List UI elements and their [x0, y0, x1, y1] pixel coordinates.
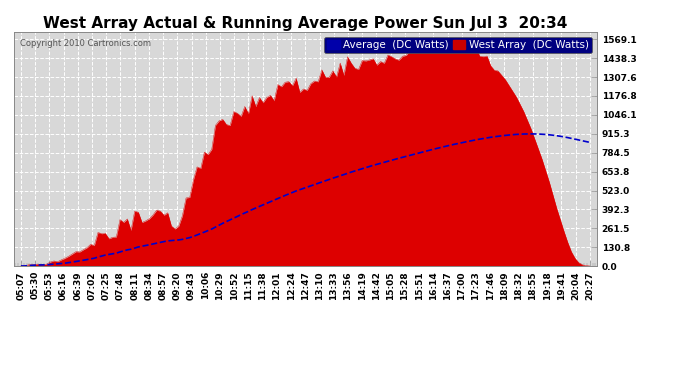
Text: Copyright 2010 Cartronics.com: Copyright 2010 Cartronics.com: [19, 39, 150, 48]
Legend: Average  (DC Watts), West Array  (DC Watts): Average (DC Watts), West Array (DC Watts…: [324, 37, 591, 53]
Title: West Array Actual & Running Average Power Sun Jul 3  20:34: West Array Actual & Running Average Powe…: [43, 16, 567, 31]
